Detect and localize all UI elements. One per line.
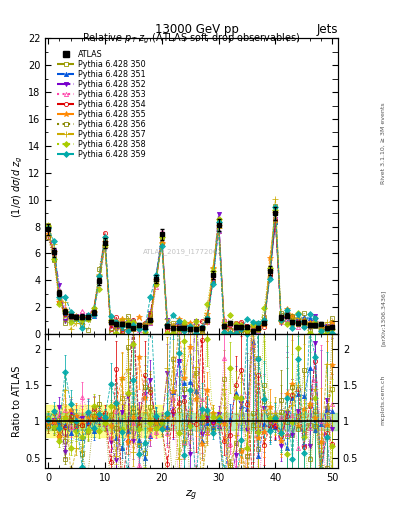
- Text: Jets: Jets: [316, 23, 338, 36]
- Text: ATLAS_2019_I1772062: ATLAS_2019_I1772062: [143, 248, 223, 254]
- X-axis label: $z_g$: $z_g$: [185, 489, 198, 503]
- Text: [arXiv:1306.3436]: [arXiv:1306.3436]: [381, 289, 386, 346]
- Title: Relative $p_T\ z_g$ (ATLAS soft-drop observables): Relative $p_T\ z_g$ (ATLAS soft-drop obs…: [83, 32, 301, 46]
- Y-axis label: $(1/\sigma)\ d\sigma/d\ z_g$: $(1/\sigma)\ d\sigma/d\ z_g$: [11, 155, 25, 218]
- Text: mcplots.cern.ch: mcplots.cern.ch: [381, 374, 386, 424]
- Legend: ATLAS, Pythia 6.428 350, Pythia 6.428 351, Pythia 6.428 352, Pythia 6.428 353, P: ATLAS, Pythia 6.428 350, Pythia 6.428 35…: [55, 48, 147, 160]
- Y-axis label: Ratio to ATLAS: Ratio to ATLAS: [12, 366, 22, 437]
- Text: 13000 GeV pp: 13000 GeV pp: [154, 23, 239, 36]
- Text: Rivet 3.1.10, ≥ 3M events: Rivet 3.1.10, ≥ 3M events: [381, 102, 386, 184]
